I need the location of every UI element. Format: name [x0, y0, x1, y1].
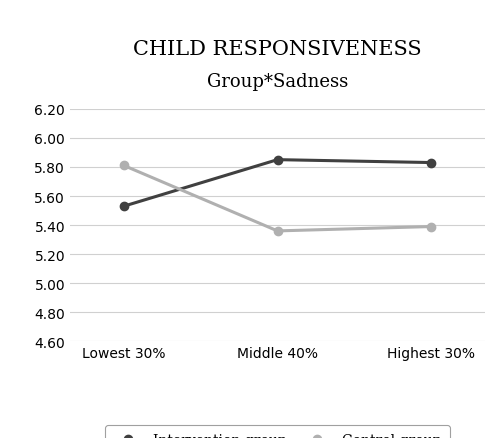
- Text: Group*Sadness: Group*Sadness: [207, 73, 348, 91]
- Legend: Intervention group, Control group: Intervention group, Control group: [106, 425, 450, 438]
- Text: CHILD RESPONSIVENESS: CHILD RESPONSIVENESS: [133, 39, 422, 58]
